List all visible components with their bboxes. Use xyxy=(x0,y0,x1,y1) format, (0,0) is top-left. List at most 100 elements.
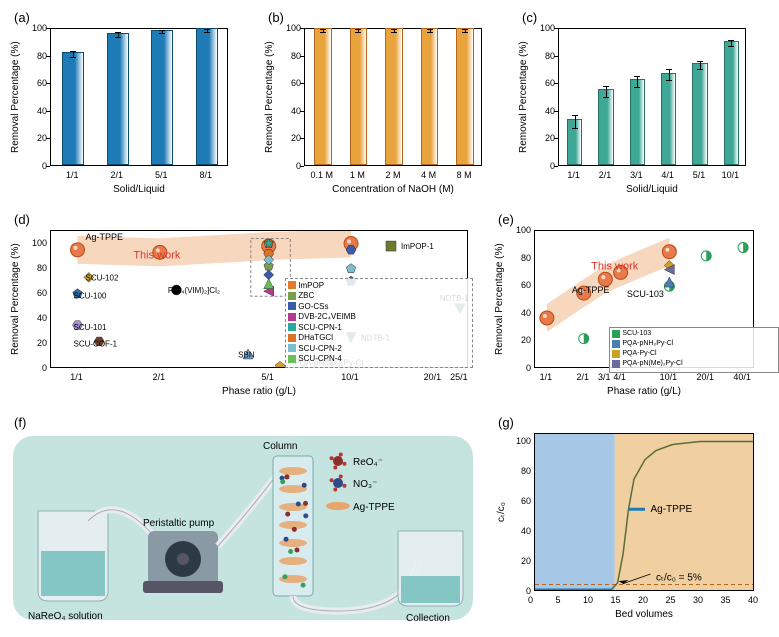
xtick: 35 xyxy=(721,595,731,605)
svg-text:SCU-103: SCU-103 xyxy=(627,289,664,299)
xtick: 20/1 xyxy=(693,372,717,382)
y-axis-label: Removal Percentage (%) xyxy=(10,230,21,368)
error-cap xyxy=(427,32,433,33)
ytick: 20 xyxy=(521,556,531,566)
xtick: 40 xyxy=(748,595,758,605)
ytick: 20 xyxy=(37,338,47,348)
xtick: 4 M xyxy=(417,170,441,180)
legend-label: PQA-pN(Me)₂Py-Cl xyxy=(622,360,682,367)
x-axis-label: Phase ratio (g/L) xyxy=(534,386,754,397)
ytick: 100 xyxy=(32,23,47,33)
error-cap xyxy=(697,69,703,70)
svg-text:SBN: SBN xyxy=(238,351,255,360)
ytick: 60 xyxy=(521,280,531,290)
y-axis-label: Removal Percentage (%) xyxy=(518,28,529,166)
ytick: 40 xyxy=(37,313,47,323)
error-cap xyxy=(70,57,76,58)
legend-item: SCU-103 xyxy=(612,330,692,338)
bar xyxy=(196,28,218,165)
xtick: 20/1 xyxy=(420,372,444,382)
ytick-mark xyxy=(300,83,304,84)
legend-label: DVB-2C₄VEIMB xyxy=(298,312,356,321)
panel-f: (f)NaReO₄ solutionPeristaltic pumpColumn… xyxy=(8,415,478,625)
xtick: 10/1 xyxy=(338,372,362,382)
error-cap xyxy=(391,29,397,30)
xtick: 3/1 xyxy=(624,170,648,180)
xtick: 20 xyxy=(638,595,648,605)
error-cap xyxy=(697,61,703,62)
legend-label: ImPOP xyxy=(298,281,324,290)
error-cap xyxy=(355,29,361,30)
x-axis-label: Phase ratio (g/L) xyxy=(50,386,468,397)
legend-item: DHaTGCl xyxy=(288,333,378,342)
error-bar xyxy=(700,61,701,69)
ytick: 20 xyxy=(521,335,531,345)
legend-box: SCU-103PQA-pNH₂Py-ClPQA-Py-ClPQA-pN(Me)₂… xyxy=(609,327,779,373)
bar xyxy=(692,63,708,165)
legend-item: PQA-Py-Cl xyxy=(612,350,692,358)
x-axis-label: Solid/Liquid xyxy=(558,184,746,195)
ytick: 40 xyxy=(521,308,531,318)
panel-label: (a) xyxy=(14,10,30,25)
ytick: 40 xyxy=(521,526,531,536)
xtick: 1/1 xyxy=(534,372,558,382)
error-cap xyxy=(603,86,609,87)
ytick: 80 xyxy=(521,253,531,263)
svg-text:NO₃⁻: NO₃⁻ xyxy=(353,479,377,490)
legend-item: DVB-2C₄VEIMB xyxy=(288,312,378,321)
bar xyxy=(385,28,403,165)
xtick: 1/1 xyxy=(65,372,89,382)
panel-label: (f) xyxy=(14,415,26,430)
xtick: 2/1 xyxy=(147,372,171,382)
xtick: 1/1 xyxy=(60,170,84,180)
legend-marker-icon xyxy=(288,302,296,310)
xtick: 25 xyxy=(666,595,676,605)
legend-label: SCU-CPN-4 xyxy=(298,354,342,363)
legend-marker-icon xyxy=(288,334,296,342)
ytick-mark xyxy=(554,83,558,84)
svg-text:Collection: Collection xyxy=(406,613,450,624)
xtick: 4/1 xyxy=(656,170,680,180)
panel-label: (g) xyxy=(498,415,514,430)
ytick-mark xyxy=(46,28,50,29)
ytick-mark xyxy=(300,111,304,112)
y-axis-label: Removal Percentage (%) xyxy=(494,230,505,368)
bar xyxy=(107,33,129,165)
xtick: 1 M xyxy=(345,170,369,180)
panel-label: (d) xyxy=(14,212,30,227)
legend-marker-icon xyxy=(288,313,296,321)
bar xyxy=(630,79,646,165)
xtick: 5 xyxy=(556,595,561,605)
xtick: 8/1 xyxy=(194,170,218,180)
svg-text:SCU-100: SCU-100 xyxy=(74,292,107,301)
svg-text:Ag-TPPE: Ag-TPPE xyxy=(86,232,124,242)
xtick: 5/1 xyxy=(256,372,280,382)
svg-text:SCU-COF-1: SCU-COF-1 xyxy=(74,339,118,348)
legend-marker-icon xyxy=(288,344,296,352)
y-axis-label: Removal Percentage (%) xyxy=(10,28,21,166)
panel-e: (e)This workAg-TPPESCU-1030204060801001/… xyxy=(492,212,764,402)
ytick-mark xyxy=(554,56,558,57)
xtick: 25/1 xyxy=(447,372,471,382)
ytick-mark xyxy=(46,56,50,57)
error-bar xyxy=(606,86,607,97)
svg-text:Ag-TPPE: Ag-TPPE xyxy=(572,285,610,295)
bar xyxy=(421,28,439,165)
ytick: 100 xyxy=(516,436,531,446)
ytick-mark xyxy=(300,138,304,139)
legend-item: ZBC xyxy=(288,291,378,300)
legend-marker-icon xyxy=(612,340,620,348)
svg-text:ReO₄⁻: ReO₄⁻ xyxy=(353,457,383,468)
bar xyxy=(314,28,332,165)
svg-text:SCU-101: SCU-101 xyxy=(74,323,107,332)
svg-text:Ag-TPPE: Ag-TPPE xyxy=(651,504,693,515)
ytick: 80 xyxy=(37,263,47,273)
error-cap xyxy=(634,76,640,77)
panel-label: (b) xyxy=(268,10,284,25)
error-cap xyxy=(462,32,468,33)
legend-label: SCU-103 xyxy=(622,330,651,337)
ytick: 60 xyxy=(37,288,47,298)
xtick: 10/1 xyxy=(656,372,680,382)
legend-marker-icon xyxy=(288,323,296,331)
svg-text:NaReO₄ solution: NaReO₄ solution xyxy=(28,611,103,622)
